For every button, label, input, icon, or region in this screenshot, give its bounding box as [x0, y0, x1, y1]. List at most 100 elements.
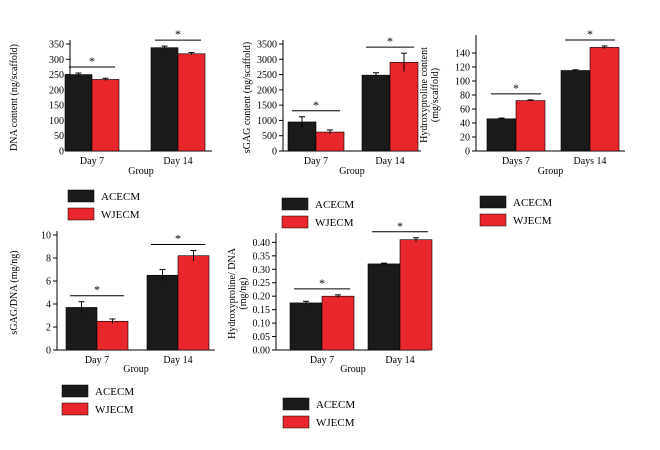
y-tick-label: 1000 — [257, 116, 277, 127]
bar-acecm-day-7 — [289, 302, 323, 351]
y-tick-label: 20 — [460, 133, 470, 144]
legend-swatch-wjecm — [479, 213, 507, 227]
legend-label-acecm: ACECM — [513, 197, 552, 209]
y-tick-label: 50 — [54, 131, 64, 142]
y-tick-label: 0 — [59, 147, 64, 158]
y-tick-label: 40 — [460, 119, 470, 130]
y-tick-label: 300 — [49, 55, 64, 66]
bar-acecm-days-14 — [560, 70, 591, 152]
x-tick-label: Day 14 — [163, 156, 192, 167]
legend: ACECM WJECM — [281, 197, 354, 229]
y-tick-label: 100 — [49, 116, 64, 127]
y-tick-label: 120 — [455, 63, 470, 74]
y-tick-label: 0.30 — [253, 265, 271, 276]
x-axis-title: Group — [538, 166, 564, 177]
y-tick-label: 0.25 — [253, 278, 271, 289]
bar-acecm-day-14 — [361, 74, 391, 152]
y-axis-title: Hydroxyproline content(mg/scaffold) — [419, 47, 441, 143]
x-tick-label: Day 7 — [85, 355, 109, 366]
x-tick-label: Day 14 — [163, 355, 192, 366]
significance-marker: * — [89, 54, 95, 68]
y-tick-label: 6 — [46, 277, 51, 288]
bar-wjecm-day-7 — [315, 131, 345, 152]
y-tick-label: 0 — [465, 147, 470, 158]
legend-label-wjecm: WJECM — [316, 417, 355, 429]
significance-marker: * — [319, 276, 325, 290]
legend-swatch-acecm — [61, 384, 89, 398]
x-tick-label: Day 14 — [375, 156, 404, 167]
y-tick-label: 0.20 — [253, 292, 271, 303]
legend: ACECM WJECM — [282, 397, 355, 429]
legend-label-acecm: ACECM — [95, 386, 134, 398]
y-tick-label: 4 — [46, 300, 51, 311]
legend-label-wjecm: WJECM — [315, 217, 354, 229]
x-tick-label: Days 14 — [573, 156, 606, 167]
legend-swatch-wjecm — [67, 207, 95, 221]
y-tick-label: 10 — [41, 231, 51, 242]
legend-label-wjecm: WJECM — [513, 215, 552, 227]
y-tick-label: 0.15 — [253, 305, 271, 316]
x-axis-title: Group — [128, 166, 154, 177]
x-axis-title: Group — [339, 166, 365, 177]
y-axis-title-line: (mg/scaffold) — [430, 68, 441, 122]
legend-label-acecm: ACECM — [315, 199, 354, 211]
y-axis-title: sGAG/DNA (mg/ng) — [9, 250, 20, 334]
y-axis-title: sGAG content (ng/scaffold) — [242, 42, 253, 153]
y-tick-label: 100 — [455, 77, 470, 88]
legend-swatch-acecm — [282, 397, 310, 411]
y-tick-label: 3000 — [257, 55, 277, 66]
y-axis-title-line: sGAG/DNA (mg/ng) — [9, 250, 20, 334]
significance-marker: * — [513, 81, 519, 95]
y-tick-label: 3500 — [257, 40, 277, 51]
bar-wjecm-days-7 — [515, 100, 546, 152]
y-tick-label: 0.10 — [253, 319, 271, 330]
y-tick-label: 0 — [46, 346, 51, 357]
chart-hydroxyproline-per-dna: 0.00 0.05 0.10 0.15 0.20 0.25 0.30 0.35 0.40 * Day… — [227, 219, 433, 429]
bar-wjecm-day-14 — [177, 53, 206, 152]
legend-swatch-wjecm — [281, 215, 309, 229]
y-tick-label: 2000 — [257, 85, 277, 96]
y-tick-label: 350 — [49, 40, 64, 51]
bar-acecm-days-7 — [486, 118, 517, 152]
bar-wjecm-days-14 — [589, 47, 620, 152]
y-axis-title: Hydroxyproline/ DNA(mg/ng) — [227, 247, 249, 339]
y-axis-title-line: Hydroxyproline/ DNA — [227, 247, 238, 339]
significance-marker: * — [94, 283, 100, 297]
chart-dna-content: 0 50 100 150 200 250 300 350 * Day 7 * Day 14 Group D… — [9, 27, 212, 221]
significance-marker: * — [175, 232, 181, 246]
y-tick-label: 0.40 — [253, 238, 271, 249]
bar-wjecm-day-7 — [321, 295, 355, 351]
y-axis-title-line: Hydroxyproline content — [419, 47, 430, 143]
y-tick-label: 0.35 — [253, 251, 271, 262]
legend-swatch-acecm — [67, 189, 95, 203]
significance-marker: * — [313, 98, 319, 112]
y-tick-label: 0.00 — [253, 346, 271, 357]
bar-wjecm-day-7 — [91, 79, 120, 152]
legend-label-acecm: ACECM — [316, 399, 355, 411]
y-tick-label: 1500 — [257, 101, 277, 112]
y-tick-label: 8 — [46, 254, 51, 265]
y-tick-label: 0 — [272, 147, 277, 158]
bar-wjecm-day-14 — [389, 62, 419, 152]
legend-swatch-wjecm — [61, 402, 89, 416]
y-tick-label: 2 — [46, 323, 51, 334]
bar-wjecm-day-7 — [96, 320, 129, 351]
legend-label-wjecm: WJECM — [95, 404, 134, 416]
legend: ACECM WJECM — [67, 189, 140, 221]
x-tick-label: Day 14 — [385, 355, 414, 366]
legend-label-wjecm: WJECM — [101, 209, 140, 221]
x-tick-label: Day 7 — [80, 156, 104, 167]
legend: ACECM WJECM — [479, 195, 552, 227]
x-axis-title: Group — [123, 364, 149, 375]
legend-label-acecm: ACECM — [101, 191, 140, 203]
legend: ACECM WJECM — [61, 384, 134, 416]
bar-acecm-day-7 — [65, 307, 98, 351]
y-axis-title: DNA content (ng/scaffold) — [9, 44, 20, 151]
y-axis-title-line: (mg/ng) — [238, 277, 249, 309]
y-axis-title-line: DNA content (ng/scaffold) — [9, 44, 20, 151]
bar-wjecm-day-14 — [399, 239, 433, 351]
y-tick-label: 500 — [262, 131, 277, 142]
legend-swatch-wjecm — [282, 415, 310, 429]
significance-marker: * — [397, 219, 403, 233]
